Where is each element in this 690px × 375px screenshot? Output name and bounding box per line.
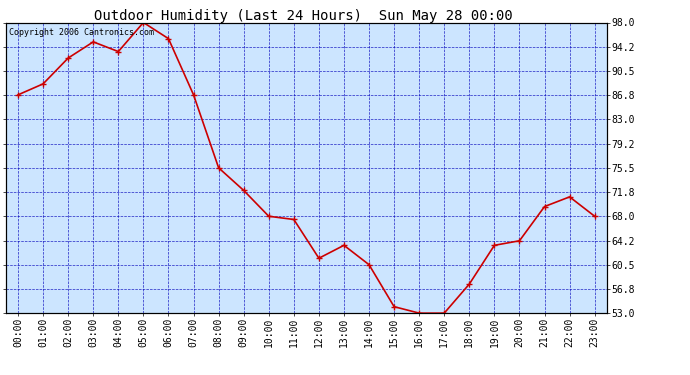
Text: Copyright 2006 Cantronics.com: Copyright 2006 Cantronics.com xyxy=(8,28,154,38)
Text: Outdoor Humidity (Last 24 Hours)  Sun May 28 00:00: Outdoor Humidity (Last 24 Hours) Sun May… xyxy=(95,9,513,23)
